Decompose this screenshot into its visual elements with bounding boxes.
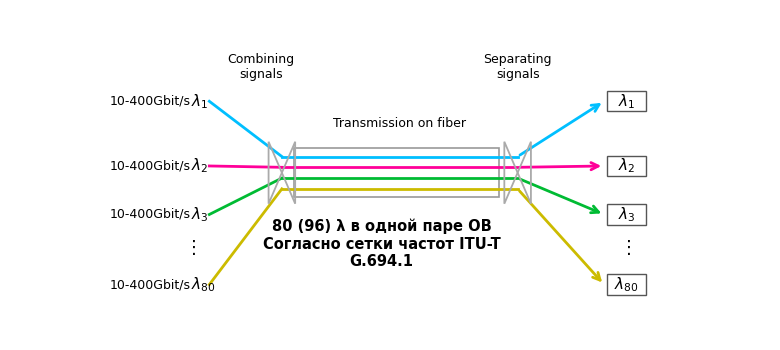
Text: $\lambda_3$: $\lambda_3$ [191,205,209,224]
Text: $\lambda_1$: $\lambda_1$ [618,92,636,111]
Text: Separating
signals: Separating signals [484,53,552,81]
Bar [294,148,499,197]
Bar [607,204,647,225]
Bar [607,274,647,295]
Text: 10-400Gbit/s: 10-400Gbit/s [109,160,190,173]
Text: $\lambda_1$: $\lambda_1$ [191,92,208,111]
Text: Combining
signals: Combining signals [227,53,294,81]
Text: $\lambda_2$: $\lambda_2$ [191,156,208,175]
Text: $\lambda_2$: $\lambda_2$ [618,156,636,175]
Text: ⋮: ⋮ [185,239,204,257]
Text: ⋮: ⋮ [620,239,639,257]
Text: $\lambda_{80}$: $\lambda_{80}$ [191,275,216,294]
Text: $\lambda_{80}$: $\lambda_{80}$ [615,275,639,294]
Text: 10-400Gbit/s: 10-400Gbit/s [109,95,190,108]
Bar [607,91,647,111]
Text: 10-400Gbit/s: 10-400Gbit/s [109,278,190,291]
Text: $\lambda_3$: $\lambda_3$ [618,205,636,224]
Text: Transmission on fiber: Transmission on fiber [333,117,466,130]
Text: 10-400Gbit/s: 10-400Gbit/s [109,208,190,221]
Text: 80 (96) λ в одной паре ОВ
Согласно сетки частот ITU-T
G.694.1: 80 (96) λ в одной паре ОВ Согласно сетки… [263,219,501,269]
Bar [607,156,647,176]
